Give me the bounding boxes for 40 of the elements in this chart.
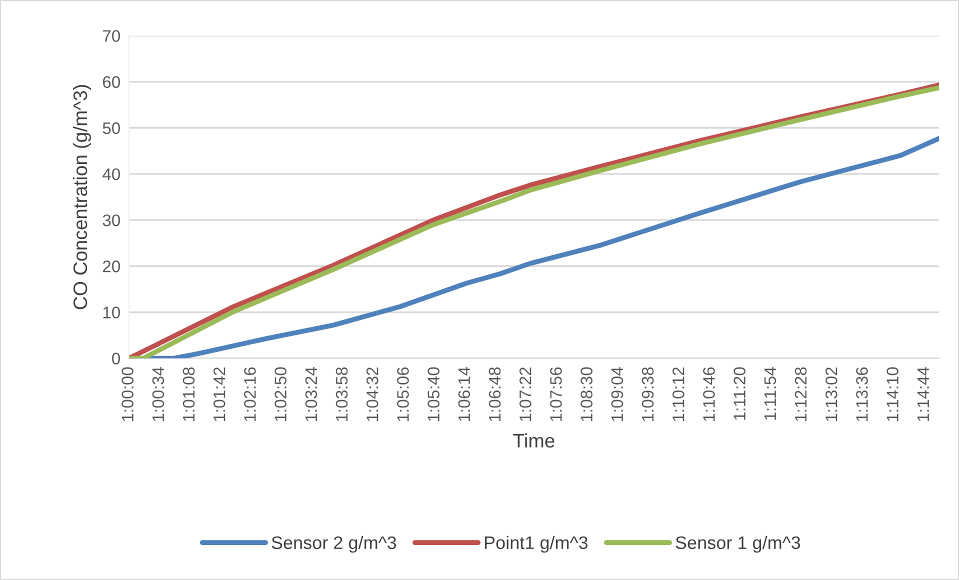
y-tick-label: 20 bbox=[102, 260, 120, 272]
legend-label: Sensor 2 g/m^3 bbox=[272, 536, 396, 553]
x-tick-label: 1:06:48 bbox=[488, 367, 501, 421]
x-tick-label: 1:10:46 bbox=[703, 367, 715, 421]
x-tick-label: 1:04:32 bbox=[366, 367, 378, 421]
x-tick-label: 1:10:12 bbox=[672, 367, 684, 421]
x-tick-label: 1:00:00 bbox=[122, 367, 134, 421]
x-tick-label: 1:14:44 bbox=[917, 367, 929, 421]
y-tick-label: 30 bbox=[102, 214, 120, 226]
x-tick-label: 1:11:54 bbox=[764, 367, 776, 420]
x-tick-label: 1:02:50 bbox=[274, 367, 286, 421]
x-tick-label: 1:01:08 bbox=[182, 367, 195, 421]
legend-label: Sensor 1 g/m^3 bbox=[676, 536, 800, 553]
x-tick-label: 1:12:28 bbox=[794, 367, 807, 421]
y-tick-label: 60 bbox=[102, 76, 120, 88]
x-axis-title: Time bbox=[513, 433, 554, 448]
x-tick-label: 1:03:58 bbox=[336, 367, 348, 421]
x-tick-label: 1:08:30 bbox=[580, 367, 592, 421]
y-tick-label: 0 bbox=[112, 352, 120, 365]
x-tick-label: 1:07:22 bbox=[519, 367, 532, 421]
x-tick-label: 1:01:42 bbox=[213, 367, 226, 421]
x-tick-label: 1:05:40 bbox=[428, 367, 440, 421]
legend-label: Point1 g/m^3 bbox=[484, 536, 588, 553]
y-axis-title: CO Concentration (g/m^3) bbox=[72, 85, 92, 310]
x-tick-label: 1:07:56 bbox=[550, 367, 562, 421]
x-tick-label: 1:14:10 bbox=[886, 367, 898, 421]
y-tick-label: 10 bbox=[103, 306, 120, 318]
x-tick-label: 1:03:24 bbox=[305, 367, 318, 421]
x-tick-label: 1:06:14 bbox=[458, 367, 470, 421]
x-tick-label: 1:13:36 bbox=[856, 367, 868, 421]
x-tick-label: 1:05:06 bbox=[397, 367, 409, 421]
y-tick-label: 50 bbox=[102, 122, 120, 134]
y-tick-label: 70 bbox=[102, 30, 120, 42]
x-tick-label: 1:13:02 bbox=[825, 367, 838, 421]
x-tick-label: 1:11:20 bbox=[734, 367, 746, 420]
x-tick-label: 1:09:38 bbox=[642, 367, 654, 421]
y-tick-label: 40 bbox=[102, 168, 120, 180]
x-tick-label: 1:02:16 bbox=[244, 367, 256, 421]
x-tick-label: 1:09:04 bbox=[611, 367, 624, 421]
x-tick-label: 1:00:34 bbox=[152, 367, 164, 421]
